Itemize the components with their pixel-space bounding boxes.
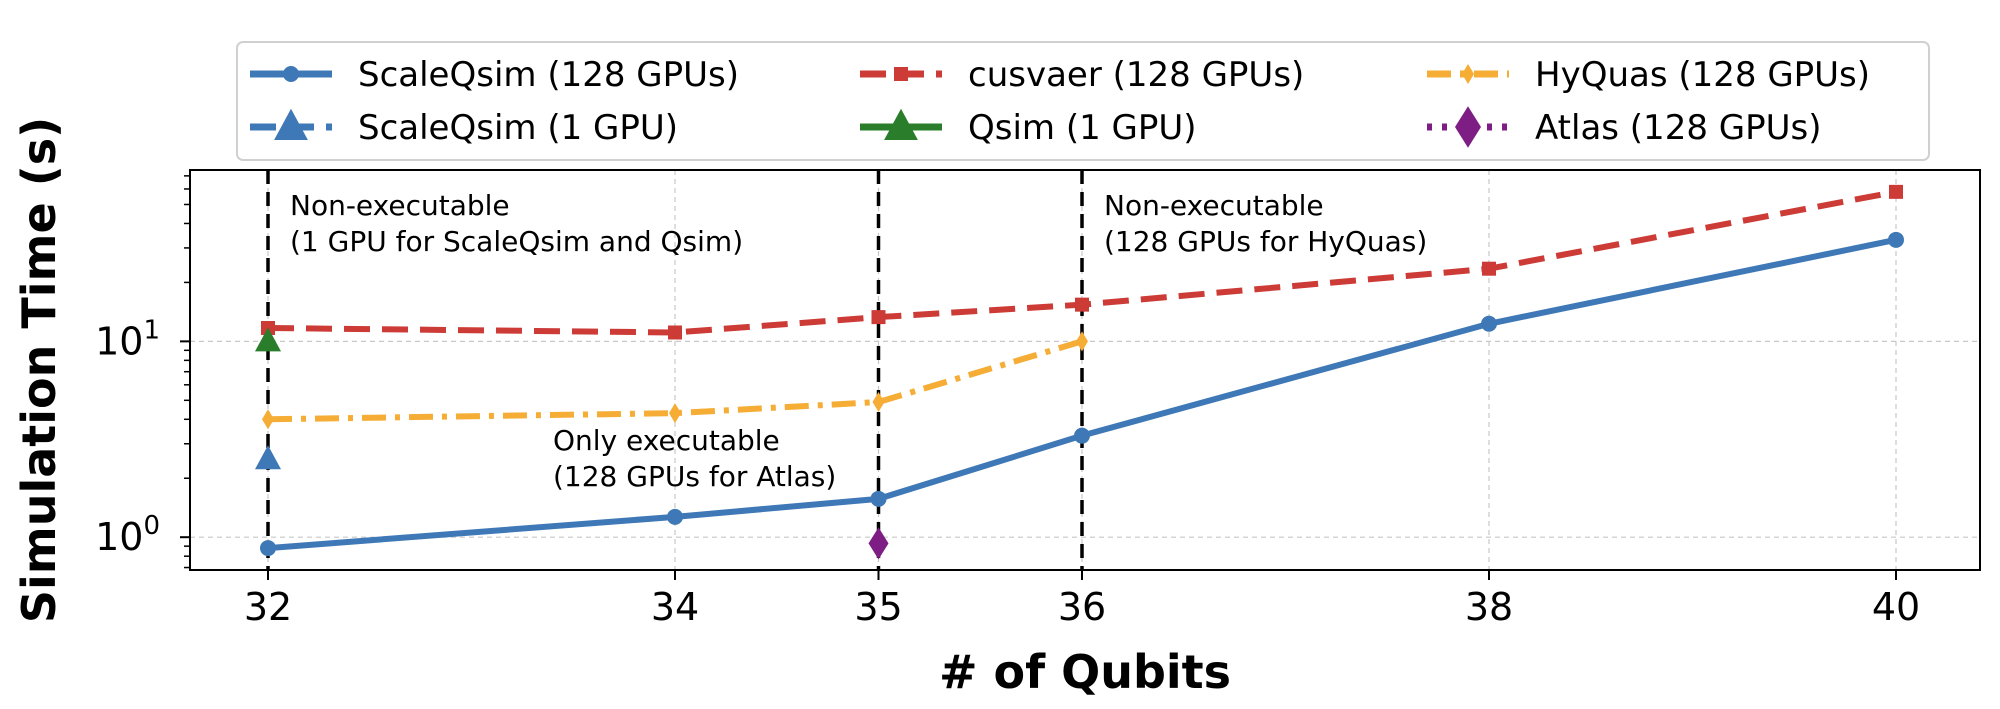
data-point bbox=[255, 327, 281, 352]
axis-ticks: 32 34 35 36 38 40 100 101 bbox=[95, 175, 1920, 629]
y-axis-title: Simulation Time (s) bbox=[12, 117, 66, 623]
y-tick-label: 101 bbox=[95, 315, 160, 363]
legend-label: cusvaer (128 GPUs) bbox=[968, 55, 1304, 95]
legend-marker bbox=[274, 108, 308, 140]
data-point bbox=[868, 527, 889, 560]
data-point bbox=[1074, 427, 1090, 444]
legend-label: Atlas (128 GPUs) bbox=[1535, 108, 1821, 148]
series-3 bbox=[255, 445, 281, 470]
legend: ScaleQsim (128 GPUs) cusvaer (128 GPUs) Hy… bbox=[236, 41, 1930, 161]
legend-entry: HyQuas (128 GPUs) bbox=[1427, 55, 1870, 95]
data-point bbox=[1481, 315, 1497, 332]
x-tick-label: 34 bbox=[651, 585, 699, 629]
data-series bbox=[255, 184, 1904, 560]
series-line bbox=[267, 236, 1897, 552]
data-point bbox=[255, 445, 281, 470]
x-axis-title: # of Qubits bbox=[939, 645, 1231, 699]
x-tick-label: 35 bbox=[854, 585, 902, 629]
series-5 bbox=[868, 527, 889, 560]
data-point bbox=[1482, 261, 1496, 276]
x-tick-label: 32 bbox=[244, 585, 292, 629]
annotation: Non-executable (128 GPUs for HyQuas) bbox=[1104, 189, 1427, 258]
legend-label: HyQuas (128 GPUs) bbox=[1535, 55, 1870, 95]
legend-marker bbox=[283, 66, 299, 82]
data-point bbox=[1889, 184, 1903, 199]
y-tick-label: 100 bbox=[95, 511, 160, 559]
legend-label: ScaleQsim (1 GPU) bbox=[358, 108, 678, 148]
data-point bbox=[871, 310, 886, 325]
data-point bbox=[1888, 231, 1904, 248]
data-point bbox=[667, 508, 683, 525]
x-tick-label: 36 bbox=[1058, 585, 1106, 629]
series-line bbox=[267, 188, 1897, 336]
data-point bbox=[872, 392, 885, 413]
legend-entry: ScaleQsim (128 GPUs) bbox=[250, 55, 739, 95]
legend-marker bbox=[1455, 106, 1481, 148]
legend-marker bbox=[894, 67, 908, 81]
legend-marker bbox=[884, 108, 918, 140]
legend-label: Qsim (1 GPU) bbox=[968, 108, 1197, 148]
series-0 bbox=[260, 231, 1904, 557]
legend-entry: cusvaer (128 GPUs) bbox=[860, 55, 1304, 95]
series-line bbox=[267, 338, 1083, 423]
legend-marker bbox=[1462, 64, 1474, 84]
legend-label: ScaleQsim (128 GPUs) bbox=[358, 55, 739, 95]
plot-frame bbox=[189, 169, 1981, 571]
legend-entry: Qsim (1 GPU) bbox=[860, 108, 1197, 148]
series-2 bbox=[262, 331, 1088, 430]
legend-entry: Atlas (128 GPUs) bbox=[1427, 106, 1821, 148]
data-point bbox=[262, 409, 274, 430]
series-4 bbox=[255, 327, 281, 352]
x-tick-label: 38 bbox=[1465, 585, 1513, 629]
data-point bbox=[669, 403, 681, 424]
data-point bbox=[260, 540, 276, 557]
x-tick-label: 40 bbox=[1872, 585, 1920, 629]
data-point bbox=[870, 490, 887, 507]
annotation: Non-executable (1 GPU for ScaleQsim and Q… bbox=[290, 189, 743, 258]
annotation: Only executable (128 GPUs for Atlas) bbox=[553, 424, 836, 493]
legend-entry: ScaleQsim (1 GPU) bbox=[250, 108, 678, 148]
data-point bbox=[1075, 297, 1089, 312]
annotations: Non-executable (1 GPU for ScaleQsim and Q… bbox=[290, 189, 1427, 493]
data-point bbox=[1076, 331, 1088, 352]
data-point bbox=[668, 325, 682, 340]
